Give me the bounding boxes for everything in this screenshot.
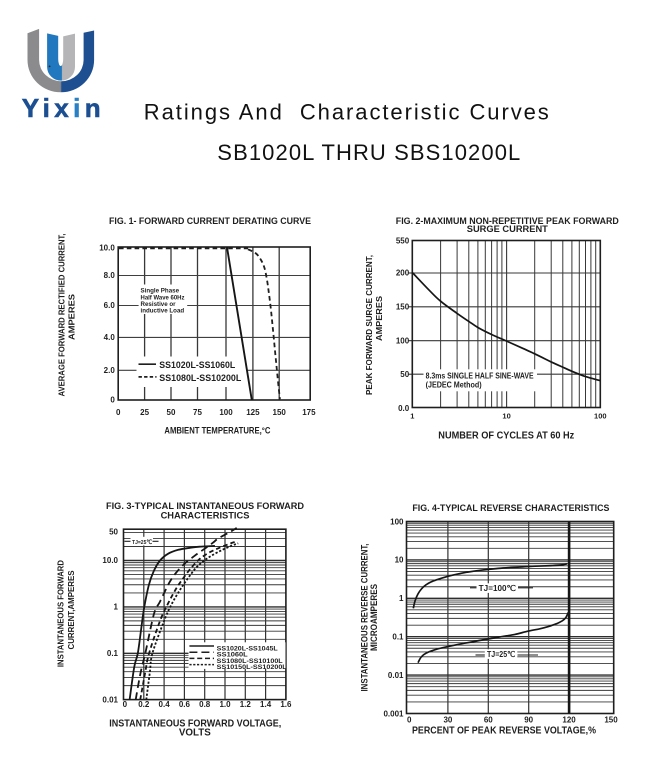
svg-text:Yixin: Yixin — [22, 93, 105, 123]
svg-text:50: 50 — [167, 408, 176, 417]
svg-text:6.0: 6.0 — [104, 301, 116, 310]
svg-text:AMPERES: AMPERES — [374, 296, 384, 341]
svg-text:PEAK FORWARD SURGE CURRENT,: PEAK FORWARD SURGE CURRENT, — [364, 255, 374, 395]
svg-text:8.3ms SINGLE HALF SINE-WAVE: 8.3ms SINGLE HALF SINE-WAVE — [426, 371, 534, 380]
svg-text:0.0: 0.0 — [398, 404, 410, 413]
svg-text:0.01: 0.01 — [388, 671, 404, 680]
svg-text:0.4: 0.4 — [159, 700, 171, 709]
svg-text:75: 75 — [193, 408, 202, 417]
svg-text:10.0: 10.0 — [102, 556, 118, 565]
svg-text:0: 0 — [123, 700, 128, 709]
svg-text:AMPERES: AMPERES — [67, 294, 77, 340]
svg-text:Resistive or: Resistive or — [141, 301, 177, 308]
svg-text:(JEDEC Method): (JEDEC Method) — [426, 381, 482, 390]
svg-text:SS10150L-SS10200L: SS10150L-SS10200L — [217, 664, 287, 671]
svg-text:inductive Load: inductive Load — [141, 308, 185, 315]
svg-text:100: 100 — [396, 336, 410, 345]
svg-text:FIG. 2-MAXIMUM NON-REPETITIVE: FIG. 2-MAXIMUM NON-REPETITIVE PEAK FORWA… — [396, 216, 619, 226]
svg-text:0: 0 — [407, 716, 412, 725]
svg-text:PERCENT OF PEAK REVERSE VOLTAG: PERCENT OF PEAK REVERSE VOLTAGE,% — [412, 726, 596, 737]
svg-text:150: 150 — [604, 716, 618, 725]
svg-text:SS1020L-SS1060L: SS1020L-SS1060L — [159, 360, 235, 370]
svg-text:1: 1 — [399, 594, 404, 603]
svg-text:0: 0 — [116, 408, 121, 417]
svg-text:TJ=25℃: TJ=25℃ — [487, 650, 515, 659]
svg-text:0.6: 0.6 — [179, 700, 191, 709]
svg-text:100: 100 — [594, 411, 607, 420]
svg-text:25: 25 — [140, 408, 149, 417]
svg-text:150: 150 — [396, 303, 410, 312]
svg-text:AVERAGE FORWARD RECTIFIED CURR: AVERAGE FORWARD RECTIFIED CURRENT, — [57, 234, 67, 397]
svg-text:1.0: 1.0 — [219, 700, 231, 709]
svg-text:SURGE CURRENT: SURGE CURRENT — [467, 224, 548, 234]
svg-text:1: 1 — [410, 411, 414, 420]
svg-text:Ratings And Characteristic Cu: Ratings And Characteristic Curves — [144, 100, 549, 125]
svg-text:30: 30 — [443, 716, 452, 725]
svg-text:0.2: 0.2 — [138, 700, 150, 709]
svg-text:1.4: 1.4 — [260, 700, 272, 709]
svg-text:INSTANTANEOUS FORWARD: INSTANTANEOUS FORWARD — [55, 560, 65, 667]
svg-text:VOLTS: VOLTS — [179, 728, 211, 739]
svg-text:FIG. 3-TYPICAL INSTANTANEOUS F: FIG. 3-TYPICAL INSTANTANEOUS FORWARD — [106, 501, 304, 511]
svg-text:0.001: 0.001 — [383, 709, 404, 718]
svg-text:50: 50 — [109, 527, 118, 536]
svg-text:10.0: 10.0 — [99, 243, 115, 252]
svg-text:100: 100 — [390, 517, 404, 526]
svg-text:CURRENT,AMPERES: CURRENT,AMPERES — [66, 570, 76, 649]
svg-text:SS1080L-SS10200L: SS1080L-SS10200L — [159, 373, 241, 383]
svg-text:120: 120 — [562, 716, 576, 725]
svg-text:CHARACTERISTICS: CHARACTERISTICS — [161, 510, 250, 520]
svg-text:4.0: 4.0 — [104, 333, 116, 342]
svg-text:1.6: 1.6 — [280, 700, 292, 709]
svg-text:Single Phase: Single Phase — [141, 288, 180, 295]
svg-text:AMBIENT TEMPERATURE,°C: AMBIENT TEMPERATURE,°C — [164, 426, 270, 437]
svg-text:MICROAMPERES: MICROAMPERES — [369, 584, 379, 651]
svg-text:10: 10 — [395, 556, 404, 565]
svg-text:NUMBER OF CYCLES AT 60 Hz: NUMBER OF CYCLES AT 60 Hz — [438, 431, 574, 442]
svg-text:550: 550 — [396, 236, 410, 245]
svg-text:0.1: 0.1 — [392, 633, 404, 642]
svg-text:200: 200 — [396, 269, 410, 278]
svg-text:150: 150 — [273, 408, 287, 417]
svg-text:SS1020L-SS1045L: SS1020L-SS1045L — [217, 646, 278, 653]
svg-text:125: 125 — [246, 408, 260, 417]
svg-text:0.1: 0.1 — [107, 649, 119, 658]
svg-text:2.0: 2.0 — [104, 366, 116, 375]
svg-text:FIG. 4-TYPICAL REVERSE CHARACT: FIG. 4-TYPICAL REVERSE CHARACTERISTICS — [412, 503, 609, 513]
svg-text:SS1080L-SS10100L: SS1080L-SS10100L — [217, 658, 283, 665]
svg-text:0: 0 — [110, 396, 115, 405]
svg-text:Half Wave 60Hz: Half Wave 60Hz — [141, 294, 185, 301]
svg-text:SB1020L THRU SBS10200L: SB1020L THRU SBS10200L — [217, 140, 520, 165]
svg-text:0.8: 0.8 — [199, 700, 211, 709]
svg-text:1.2: 1.2 — [240, 700, 252, 709]
svg-text:10: 10 — [502, 411, 510, 420]
svg-text:1: 1 — [114, 603, 119, 612]
svg-text:SS1060L: SS1060L — [217, 652, 248, 659]
svg-text:FIG. 1- FORWARD CURRENT DERATI: FIG. 1- FORWARD CURRENT DERATING CURVE — [109, 216, 311, 226]
svg-text:INSTANTANEOUS FORWARD VOLTAGE,: INSTANTANEOUS FORWARD VOLTAGE, — [109, 718, 281, 729]
svg-text:50: 50 — [400, 370, 409, 379]
svg-text:TJ=100℃: TJ=100℃ — [479, 584, 516, 593]
svg-text:100: 100 — [219, 408, 233, 417]
svg-text:8.0: 8.0 — [104, 271, 116, 280]
svg-text:0.01: 0.01 — [102, 695, 118, 704]
svg-text:TJ=25℃: TJ=25℃ — [132, 539, 152, 546]
svg-text:60: 60 — [484, 716, 493, 725]
svg-text:90: 90 — [524, 716, 533, 725]
svg-text:175: 175 — [302, 408, 316, 417]
svg-text:INSTANTANEOUS REVERSE CURRENT,: INSTANTANEOUS REVERSE CURRENT, — [359, 544, 369, 692]
